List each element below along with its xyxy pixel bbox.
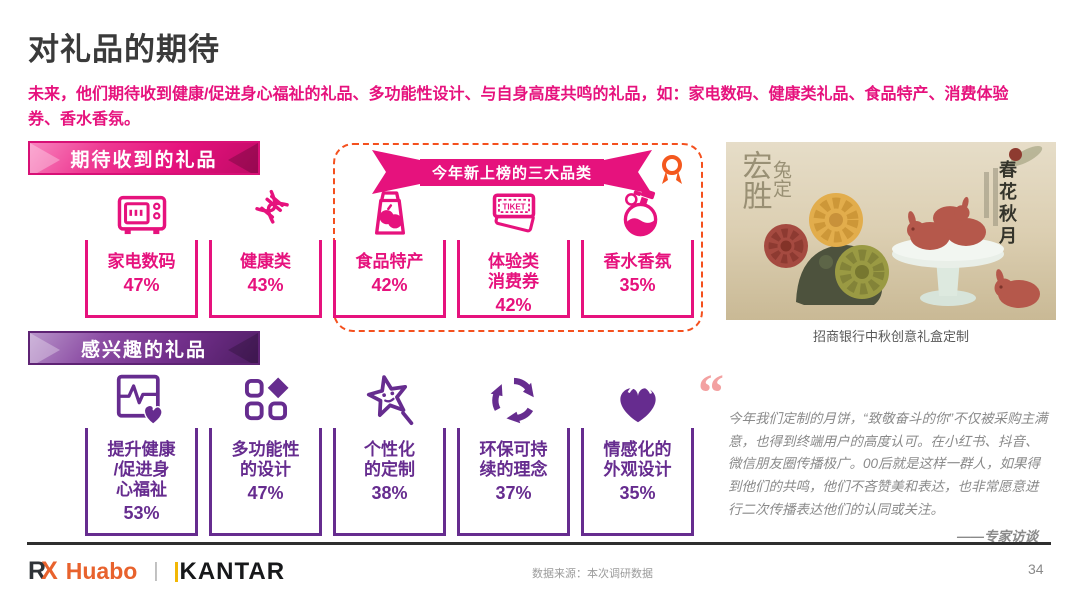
- kantar-logo: KANTAR: [179, 557, 286, 585]
- item-label: 香水香氛: [603, 252, 672, 271]
- expected-gifts-ribbon: 期待收到的礼品: [28, 141, 260, 175]
- item-appliances: 家电数码 47%: [85, 188, 198, 318]
- mooncake-photo-illustration: [764, 146, 1043, 308]
- item-value: 37%: [495, 483, 532, 504]
- expert-quote: “ 今年我们定制的月饼，“致敬奋斗的你”不仅被采购主满意，也得到终端用户的高度认…: [692, 365, 1048, 545]
- banner-right-wing-icon: [604, 150, 653, 194]
- banner-label: 今年新上榜的三大品类: [420, 158, 605, 186]
- item-value: 35%: [619, 483, 656, 504]
- item-value: 47%: [247, 483, 284, 504]
- page-title: 对礼品的期待: [28, 32, 220, 67]
- item-bracket: 多功能性 的设计 47%: [209, 428, 322, 536]
- item-personalized: 个性化 的定制 38%: [333, 370, 446, 536]
- item-bracket: 情感化的 外观设计 35%: [581, 428, 694, 536]
- rx-logo-x: X: [41, 557, 58, 585]
- huabo-logo: Huabo: [65, 558, 138, 584]
- item-emotional-design: 情感化的 外观设计 35%: [581, 370, 694, 536]
- quote-attribution: ——专家访谈: [957, 529, 1038, 545]
- item-value: 43%: [247, 275, 284, 296]
- item-label: 多功能性 的设计: [231, 440, 300, 480]
- microwave-icon: [116, 188, 168, 238]
- data-source: 数据来源：本次调研数据: [532, 568, 653, 580]
- perfume-icon: [612, 188, 664, 238]
- footer-divider: [27, 542, 1051, 545]
- item-value: 42%: [371, 275, 408, 296]
- item-bracket: 体验类 消费券 42%: [457, 240, 570, 318]
- item-food-specialty: 食品特产 42%: [333, 188, 446, 318]
- photo-vertical-title: 春花秋月: [997, 160, 1017, 248]
- new-categories-banner: 今年新上榜的三大品类: [372, 150, 653, 194]
- star-wand-icon: [362, 370, 418, 426]
- item-value: 42%: [495, 295, 532, 316]
- item-label: 环保可持 续的理念: [479, 440, 548, 480]
- item-label: 家电数码: [107, 252, 176, 271]
- quote-text: 今年我们定制的月饼，“致敬奋斗的你”不仅被采购主满意，也得到终端用户的高度认可。…: [728, 411, 1048, 517]
- item-bracket: 食品特产 42%: [333, 240, 446, 318]
- food-bag-icon: [365, 188, 415, 238]
- photo-small-text-bar: [993, 168, 998, 226]
- interested-gifts-header: 感兴趣的礼品: [80, 339, 207, 361]
- item-bracket: 香水香氛 35%: [581, 240, 694, 318]
- item-sustainable: 环保可持 续的理念 37%: [457, 370, 570, 536]
- item-value: 38%: [371, 483, 408, 504]
- item-label: 健康类: [240, 252, 291, 271]
- dna-icon: [240, 188, 292, 238]
- health-monitor-icon: [114, 370, 170, 426]
- item-value: 35%: [619, 275, 656, 296]
- new-categories-highlight-box: [333, 143, 703, 332]
- item-label: 提升健康 /促进身 心福祉: [107, 440, 176, 500]
- expected-gifts-header: 期待收到的礼品: [70, 149, 218, 171]
- photo-calligraphy: 宏胜: [737, 150, 771, 210]
- item-health-category: 健康类 43%: [209, 188, 322, 318]
- item-label: 食品特产: [355, 252, 424, 271]
- logo-separator: |: [153, 560, 159, 582]
- interested-gifts-items: 提升健康 /促进身 心福祉 53% 多功能性 的设计 47%: [85, 370, 694, 536]
- photo-small-text-bar: [984, 172, 989, 218]
- item-bracket: 提升健康 /促进身 心福祉 53%: [85, 428, 198, 536]
- quote-mark-icon: “: [698, 365, 724, 422]
- kantar-accent-bar: [174, 561, 178, 582]
- photo-caption: 招商银行中秋创意礼盒定制: [812, 329, 969, 344]
- item-perfume: 香水香氛 35%: [581, 188, 694, 318]
- item-value: 47%: [123, 275, 160, 296]
- ticket-icon: TIKET: [483, 188, 545, 238]
- recycle-icon: [487, 370, 541, 426]
- banner-left-wing-icon: [372, 150, 420, 194]
- item-label: 情感化的 外观设计: [603, 440, 672, 480]
- subtitle-text: 未来，他们期待收到健康/促进身心福祉的礼品、多功能性设计、与自身高度共鸣的礼品，…: [28, 86, 1009, 128]
- item-experience-coupon: TIKET 体验类 消费券 42%: [457, 188, 570, 318]
- shapes-icon: [240, 370, 292, 426]
- red-seal-icon: [1009, 148, 1022, 161]
- item-label: 个性化 的定制: [364, 440, 415, 480]
- rx-logo: R: [28, 557, 46, 585]
- page-number: 34: [1028, 561, 1044, 577]
- svg-text:TIKET: TIKET: [502, 202, 525, 211]
- item-multifunctional: 多功能性 的设计 47%: [209, 370, 322, 536]
- item-label: 体验类 消费券: [488, 252, 539, 292]
- item-bracket: 个性化 的定制 38%: [333, 428, 446, 536]
- item-value: 53%: [123, 503, 160, 524]
- item-bracket: 家电数码 47%: [85, 240, 198, 318]
- photo-calligraphy-2: 兔定: [769, 160, 791, 198]
- interested-gifts-ribbon: 感兴趣的礼品: [28, 331, 260, 365]
- award-rosette-icon: [662, 155, 682, 184]
- item-bracket: 健康类 43%: [209, 240, 322, 318]
- expected-gifts-items: 家电数码 47% 健康类 43%: [85, 188, 694, 318]
- item-bracket: 环保可持 续的理念 37%: [457, 428, 570, 536]
- item-wellbeing: 提升健康 /促进身 心福祉 53%: [85, 370, 198, 536]
- mooncake-photo: 宏胜 兔定 春花秋月: [726, 142, 1056, 320]
- heart-icon: [610, 370, 666, 426]
